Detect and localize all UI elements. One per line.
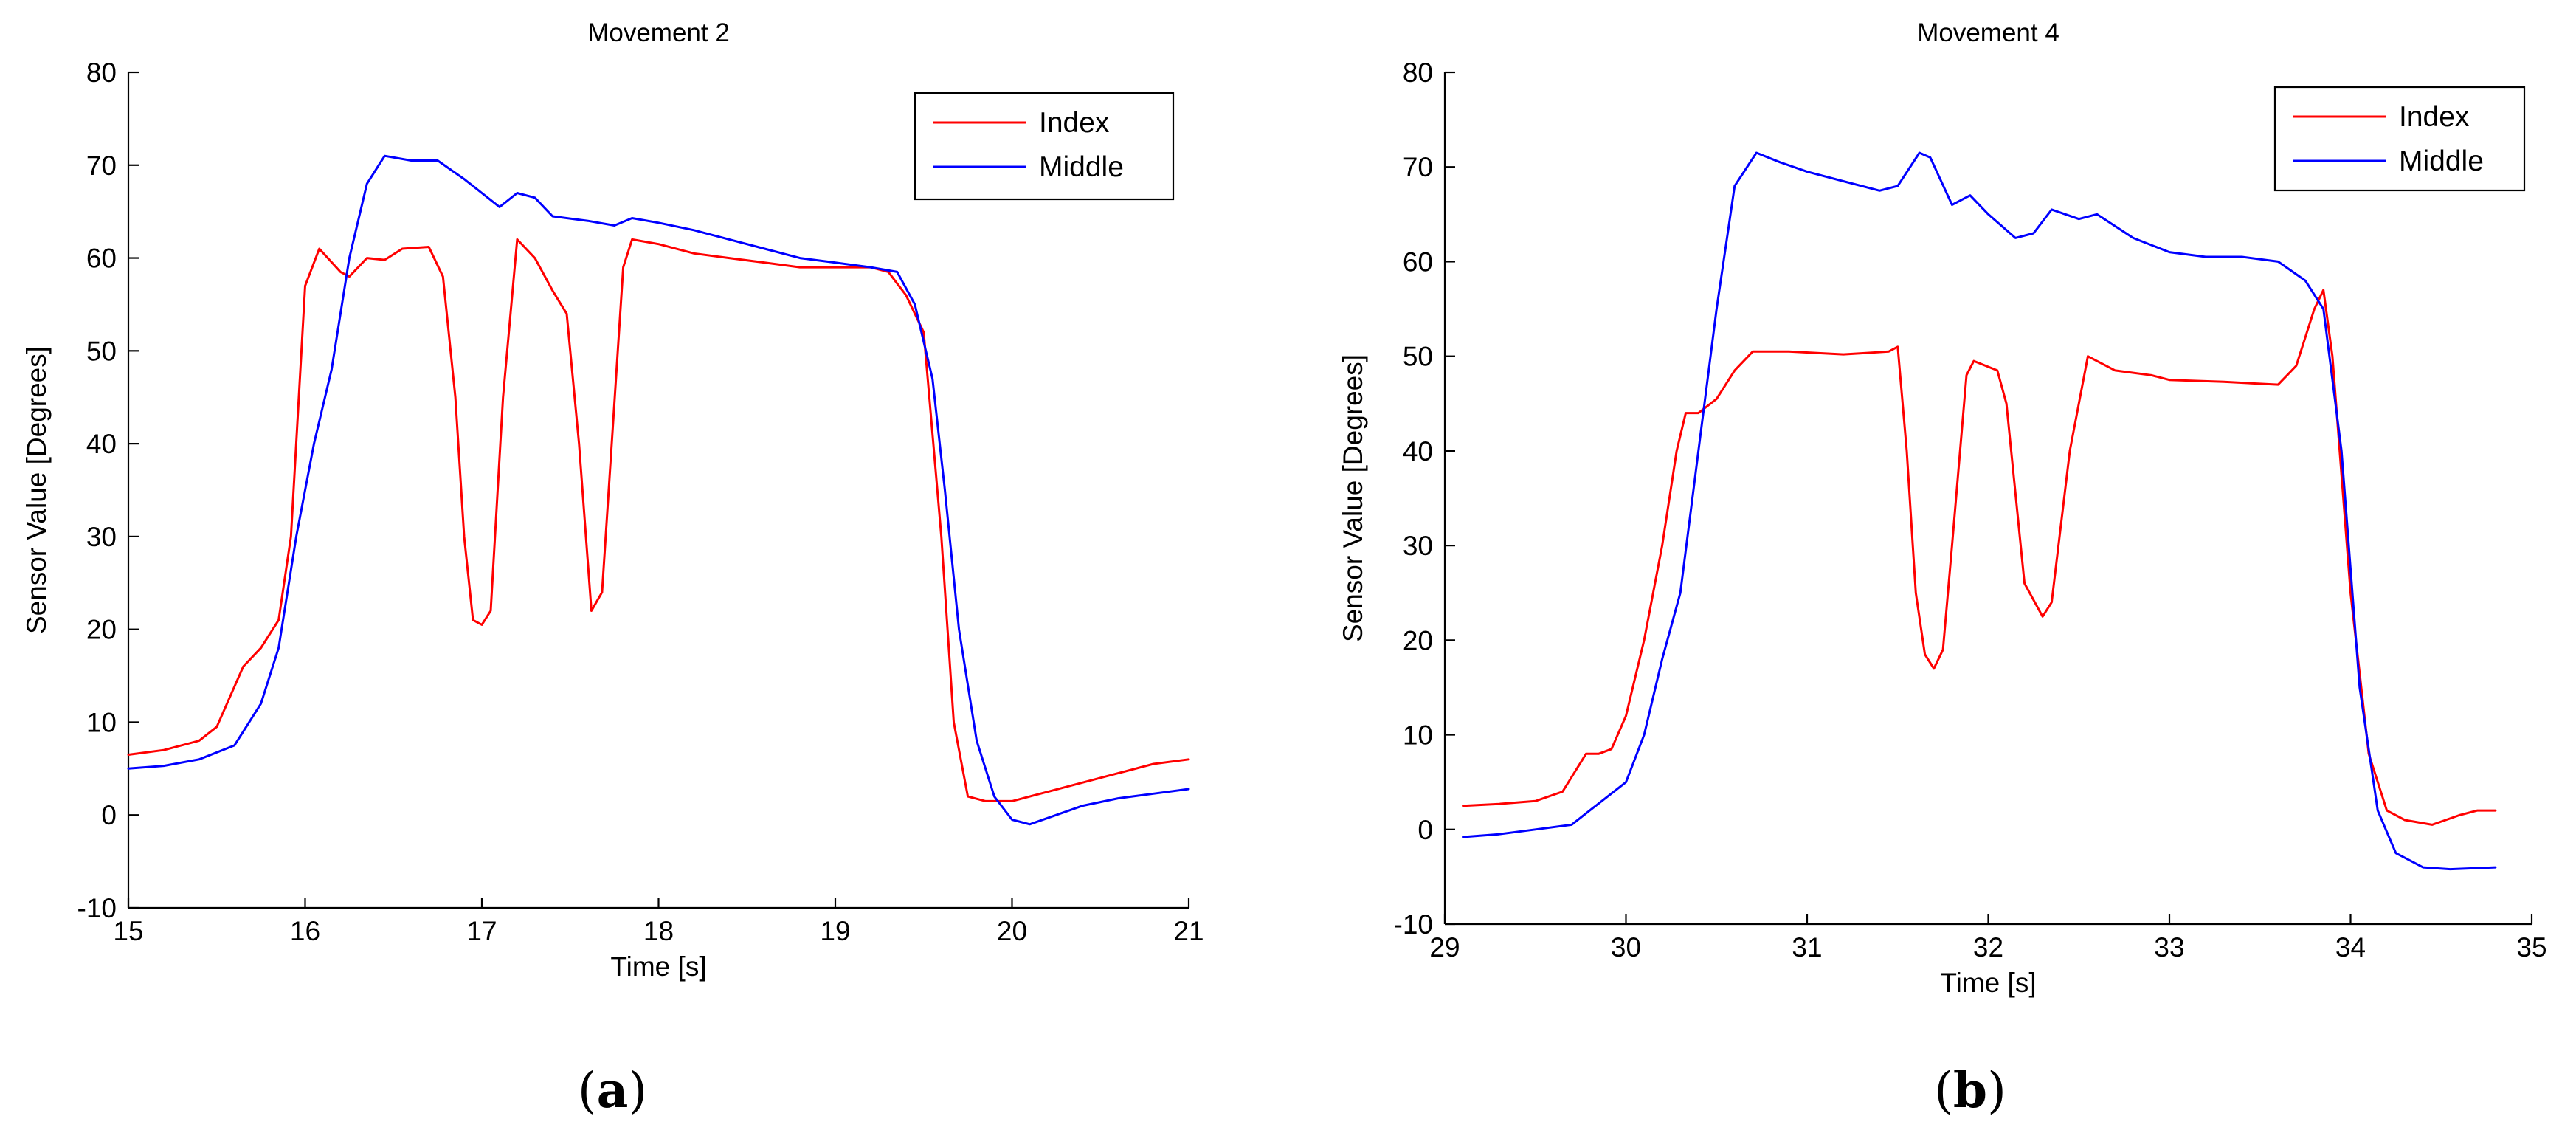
y-tick-label: -10 <box>1394 909 1433 940</box>
y-tick-label: 30 <box>1403 531 1433 561</box>
x-tick-label: 21 <box>1173 916 1204 946</box>
x-tick-label: 33 <box>2154 932 2184 962</box>
y-tick-label: 40 <box>1403 436 1433 466</box>
chart-panel-a: Movement 2 15 16 17 18 19 20 21 -10 0 10 20 30 40 50 60… <box>21 18 1204 1119</box>
series-line-index <box>1462 289 2497 826</box>
y-tick-label: 20 <box>86 615 117 645</box>
caption-paren-open: ( <box>578 1062 597 1119</box>
series-line-middle <box>1462 151 2497 871</box>
x-tick-label: 16 <box>290 916 320 946</box>
y-axis-label: Sensor Value [Degrees] <box>21 346 52 634</box>
y-tick-label: -10 <box>77 893 117 923</box>
legend-label-middle: Middle <box>1039 151 1124 183</box>
x-tick-label: 34 <box>2335 932 2366 962</box>
legend: Index Middle <box>914 92 1175 201</box>
x-tick-label: 15 <box>113 916 143 946</box>
x-tick-label: 29 <box>1429 932 1460 962</box>
legend-label-index: Index <box>1039 107 1110 139</box>
x-tick-label: 32 <box>1973 932 2003 962</box>
legend: Index Middle <box>2273 86 2526 192</box>
legend-label-middle: Middle <box>2399 145 2484 177</box>
caption-letter: a <box>597 1061 629 1119</box>
y-tick-label: 80 <box>86 58 117 88</box>
y-tick-label: 10 <box>1403 720 1433 751</box>
legend-box <box>2273 86 2526 192</box>
y-tick-label: 50 <box>86 336 117 366</box>
y-tick-label: 10 <box>86 707 117 737</box>
caption-paren-close: ) <box>1987 1062 2006 1119</box>
caption-letter: b <box>1953 1061 1987 1119</box>
x-axis-label: Time [s] <box>610 951 706 982</box>
y-tick-label: 50 <box>1403 342 1433 372</box>
x-tick-label: 20 <box>997 916 1027 946</box>
panel-caption: (a) <box>578 1061 647 1119</box>
y-tick-label: 0 <box>101 800 117 830</box>
caption-paren-close: ) <box>628 1062 647 1119</box>
series-line-index <box>127 238 1190 802</box>
x-tick-label: 17 <box>466 916 497 946</box>
legend-label-index: Index <box>2399 101 2470 133</box>
y-tick-label: 70 <box>1403 152 1433 182</box>
chart-title: Movement 4 <box>1917 18 2059 47</box>
y-tick-label: 70 <box>86 151 117 181</box>
x-tick-label: 35 <box>2516 932 2546 962</box>
y-tick-label: 60 <box>86 244 117 274</box>
y-tick-label: 60 <box>1403 247 1433 277</box>
x-tick-label: 19 <box>820 916 850 946</box>
x-tick-label: 30 <box>1611 932 1641 962</box>
chart-panel-b: Movement 4 29 30 31 32 33 34 35 -10 0 10 20 30 40 50 60… <box>1338 18 2547 1119</box>
y-tick-label: 20 <box>1403 625 1433 655</box>
x-tick-label: 18 <box>643 916 674 946</box>
panel-caption: (b) <box>1934 1061 2006 1119</box>
y-axis-label: Sensor Value [Degrees] <box>1338 354 1368 642</box>
x-axis-label: Time [s] <box>1940 968 2036 998</box>
chart-title: Movement 2 <box>587 18 730 47</box>
series-line-middle <box>127 154 1190 826</box>
legend-box <box>914 92 1175 201</box>
y-tick-label: 80 <box>1403 58 1433 88</box>
x-tick-label: 31 <box>1792 932 1822 962</box>
y-tick-label: 0 <box>1418 815 1433 845</box>
y-tick-label: 30 <box>86 522 117 552</box>
caption-paren-open: ( <box>1934 1062 1953 1119</box>
y-tick-label: 40 <box>86 429 117 459</box>
